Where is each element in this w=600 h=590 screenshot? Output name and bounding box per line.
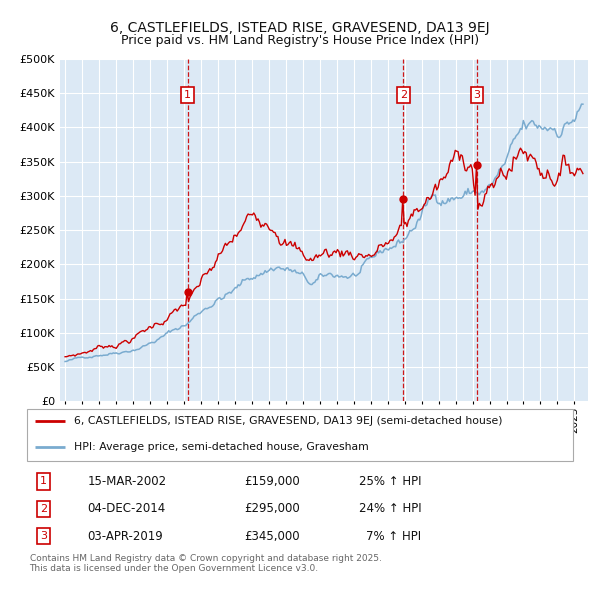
Text: 7% ↑ HPI: 7% ↑ HPI	[367, 530, 421, 543]
Text: 1: 1	[184, 90, 191, 100]
Text: 6, CASTLEFIELDS, ISTEAD RISE, GRAVESEND, DA13 9EJ (semi-detached house): 6, CASTLEFIELDS, ISTEAD RISE, GRAVESEND,…	[74, 415, 502, 425]
Text: Contains HM Land Registry data © Crown copyright and database right 2025.
This d: Contains HM Land Registry data © Crown c…	[29, 553, 382, 573]
Text: 24% ↑ HPI: 24% ↑ HPI	[359, 502, 421, 516]
Text: 1: 1	[40, 477, 47, 487]
Text: £295,000: £295,000	[244, 502, 300, 516]
Text: 2: 2	[40, 504, 47, 514]
Text: 15-MAR-2002: 15-MAR-2002	[88, 475, 167, 488]
Text: 25% ↑ HPI: 25% ↑ HPI	[359, 475, 421, 488]
Text: 04-DEC-2014: 04-DEC-2014	[88, 502, 166, 516]
Text: 6, CASTLEFIELDS, ISTEAD RISE, GRAVESEND, DA13 9EJ: 6, CASTLEFIELDS, ISTEAD RISE, GRAVESEND,…	[110, 21, 490, 35]
Text: Price paid vs. HM Land Registry's House Price Index (HPI): Price paid vs. HM Land Registry's House …	[121, 34, 479, 47]
Text: £345,000: £345,000	[244, 530, 300, 543]
Text: 03-APR-2019: 03-APR-2019	[88, 530, 163, 543]
Text: 3: 3	[473, 90, 480, 100]
Text: 3: 3	[40, 531, 47, 541]
Text: £159,000: £159,000	[244, 475, 300, 488]
Text: HPI: Average price, semi-detached house, Gravesham: HPI: Average price, semi-detached house,…	[74, 442, 368, 453]
Text: 2: 2	[400, 90, 407, 100]
FancyBboxPatch shape	[27, 409, 573, 461]
